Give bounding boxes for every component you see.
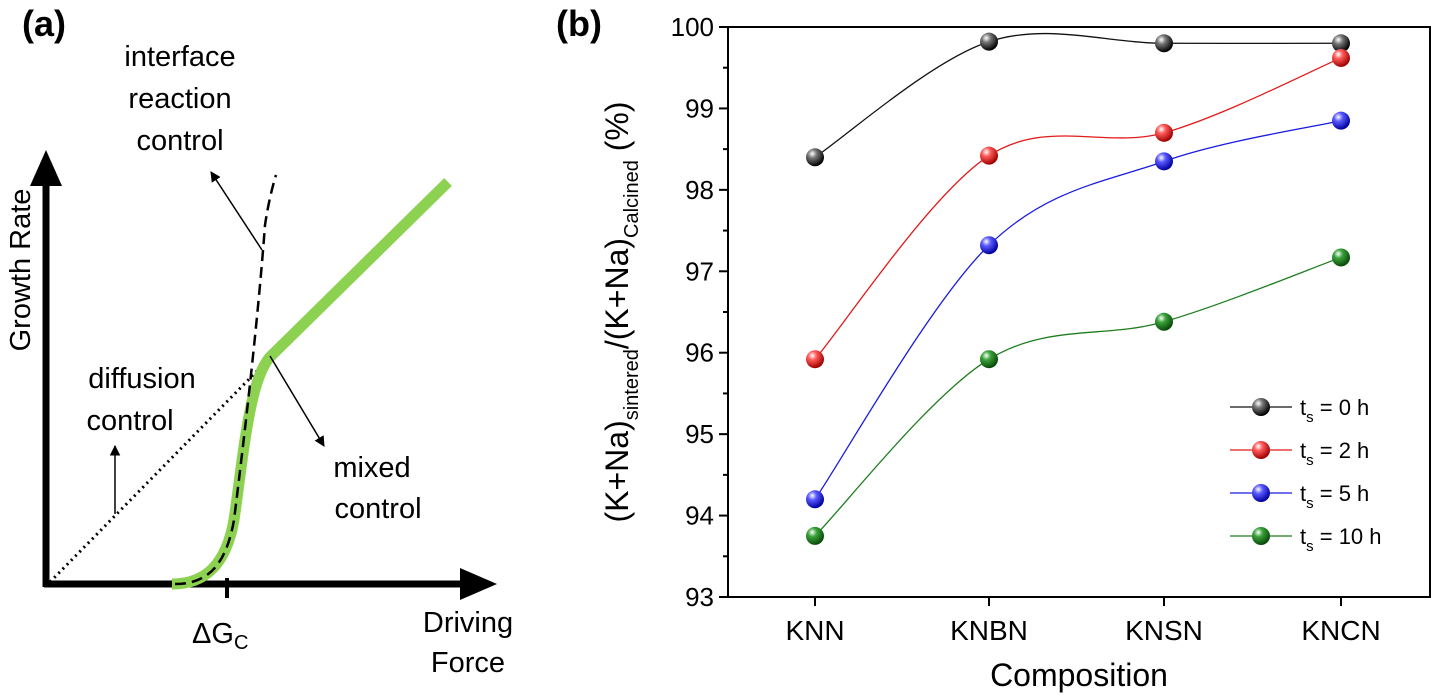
- interface-reaction-curve: [174, 174, 278, 586]
- data-point: [806, 350, 824, 369]
- x-tick-label: KNSN: [1125, 615, 1203, 646]
- panel-a-y-axis-arrowhead: [30, 150, 62, 186]
- series-lines: [814, 32, 1342, 537]
- panel-a-y-axis-title: Growth Rate: [5, 189, 37, 352]
- panel-a-x-axis-title-line1: Driving: [423, 607, 513, 639]
- data-point: [980, 146, 998, 165]
- data-point: [806, 148, 824, 167]
- panel-a-label: (a): [22, 3, 66, 44]
- mixed-control-label-1: mixed: [333, 452, 410, 484]
- y-tick-label: 96: [685, 338, 714, 368]
- panel-b-label: (b): [556, 3, 602, 44]
- legend-marker: [1252, 398, 1270, 416]
- y-tick-label: 93: [685, 582, 714, 612]
- y-axis-ticks: 93 94 95 96 97 98 99 100: [671, 12, 728, 612]
- diffusion-control-label-2: control: [86, 405, 173, 437]
- data-point: [1332, 111, 1350, 130]
- data-point: [980, 32, 998, 51]
- panel-a-diagram: (a) Growth Rate Driving Force ΔGC interf…: [5, 3, 513, 679]
- y-tick-label: 100: [671, 12, 714, 42]
- y-tick-label: 95: [685, 419, 714, 449]
- data-point: [1332, 248, 1350, 267]
- series-line-2: [814, 120, 1342, 500]
- data-point: [1332, 48, 1350, 67]
- data-point: [1332, 34, 1350, 53]
- x-tick-label: KNBN: [950, 615, 1028, 646]
- legend-marker: [1252, 441, 1270, 459]
- legend-marker: [1252, 484, 1270, 502]
- x-tick-label: KNN: [785, 615, 844, 646]
- interface-reaction-label-2: reaction: [128, 83, 231, 115]
- data-point: [980, 350, 998, 369]
- series-line-0: [814, 32, 1342, 158]
- legend-label: ts = 2 h: [1300, 438, 1369, 469]
- legend-label: ts = 5 h: [1300, 481, 1369, 512]
- data-point: [980, 236, 998, 255]
- panel-a-x-axis-arrowhead: [460, 568, 497, 600]
- series-line-1: [814, 57, 1342, 360]
- data-point: [806, 490, 824, 509]
- interface-reaction-label-3: control: [136, 125, 223, 157]
- data-point: [1155, 152, 1173, 171]
- panel-a-x-axis-title-line2: Force: [431, 647, 505, 679]
- plot-frame: [727, 26, 1431, 598]
- legend-marker: [1252, 527, 1270, 545]
- legend-label: ts = 10 h: [1300, 524, 1382, 555]
- y-tick-label: 98: [685, 175, 714, 205]
- x-axis-title: Composition: [990, 657, 1168, 693]
- interface-reaction-arrow: [210, 171, 263, 251]
- y-axis-title: (K+Na)sintered/(K+Na)Calcined (%): [599, 101, 643, 522]
- diffusion-control-line: [48, 368, 260, 584]
- critical-force-label: ΔGC: [192, 618, 248, 654]
- series-points: [806, 32, 1350, 545]
- data-point: [1155, 123, 1173, 142]
- y-tick-label: 97: [685, 256, 714, 286]
- y-tick-label: 94: [685, 501, 714, 531]
- mixed-control-label-2: control: [334, 493, 421, 525]
- data-point: [1155, 312, 1173, 331]
- diffusion-control-label-1: diffusion: [88, 363, 196, 395]
- x-axis-ticks: KNN KNBN KNSN KNCN: [785, 597, 1381, 646]
- data-point: [806, 526, 824, 545]
- y-tick-label: 99: [685, 93, 714, 123]
- data-point: [1155, 34, 1173, 53]
- legend-label: ts = 0 h: [1300, 395, 1369, 426]
- series-line-3: [814, 256, 1342, 537]
- interface-reaction-label-1: interface: [124, 41, 235, 73]
- legend: ts = 0 h ts = 2 h ts = 5 h ts = 10 h: [1230, 395, 1382, 555]
- x-tick-label: KNCN: [1301, 615, 1380, 646]
- panel-b-chart: (b) 93 94 95 96 97 98 99 100 KNN KNBN KNSN KNCN Co…: [556, 3, 1431, 693]
- mixed-control-arrow: [269, 355, 325, 447]
